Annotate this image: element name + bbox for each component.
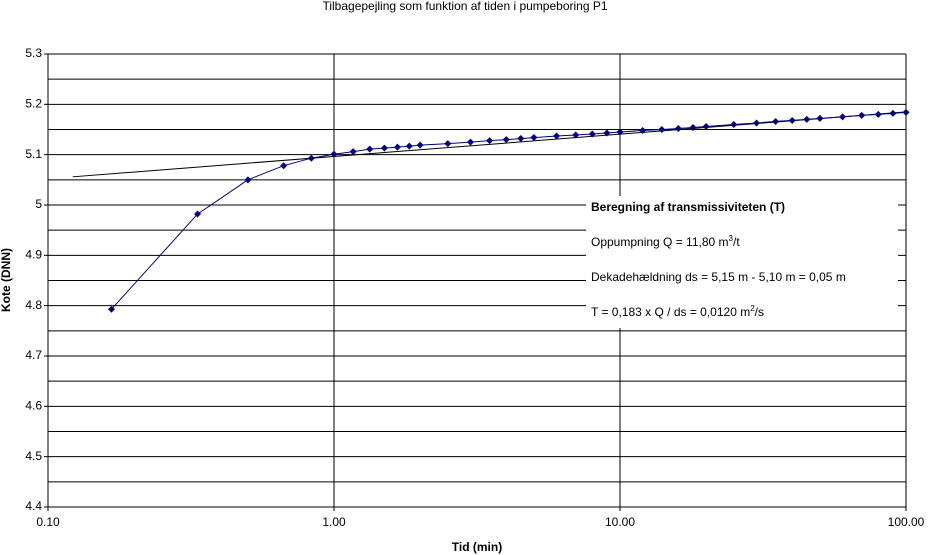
data-point (349, 148, 357, 156)
data-point (393, 143, 401, 151)
data-point (772, 117, 780, 125)
data-point (194, 210, 202, 218)
data-point (530, 134, 538, 142)
x-tick-label: 100.00 (888, 515, 925, 529)
data-point (689, 123, 697, 131)
y-tick-label: 4.7 (25, 348, 42, 362)
data-point (107, 305, 115, 313)
annotation-text: T = 0,183 x Q / ds = 0,0120 m (591, 305, 750, 319)
data-point (603, 129, 611, 137)
y-tick-label: 5.3 (25, 46, 42, 60)
data-point (658, 126, 666, 133)
data-point (752, 119, 760, 127)
x-tick-label: 0.10 (36, 515, 60, 529)
data-point (839, 113, 847, 121)
data-point (788, 116, 796, 124)
data-point (674, 124, 682, 132)
data-point (330, 150, 338, 158)
annotation-box (586, 196, 898, 328)
data-point (380, 144, 388, 152)
y-tick-label: 4.4 (25, 499, 42, 513)
data-point (572, 131, 580, 139)
data-point (702, 122, 710, 130)
annotation-text: 3 (729, 234, 734, 243)
y-tick-label: 5 (35, 197, 42, 211)
y-tick-label: 4.6 (25, 399, 42, 413)
y-tick-label: 4.9 (25, 248, 42, 262)
data-point (444, 140, 452, 148)
annotation-text: Oppumpning Q = 11,80 m (591, 235, 729, 249)
annotation-text: /s (755, 305, 764, 319)
data-point (803, 115, 811, 123)
annotation-line: Oppumpning Q = 11,80 m3/t (591, 234, 740, 250)
data-point (730, 120, 738, 128)
x-axis-label: Tid (min) (452, 540, 502, 554)
chart-title: Tilbagepejling som funktion af tiden i p… (322, 0, 607, 13)
y-tick-label: 4.5 (25, 449, 42, 463)
data-point (486, 137, 494, 145)
annotation-text: 2 (750, 304, 755, 313)
data-point (639, 127, 647, 135)
annotation-line: T = 0,183 x Q / ds = 0,0120 m2/s (591, 304, 764, 320)
annotation-text: Dekadehældning ds = 5,15 m - 5,10 m = 0,… (591, 270, 846, 284)
data-point (889, 109, 897, 117)
data-point (588, 130, 596, 138)
data-point (874, 110, 882, 118)
x-tick-label: 10.00 (605, 515, 635, 529)
y-tick-label: 4.8 (25, 298, 42, 312)
data-point (466, 138, 474, 146)
y-tick-label: 5.1 (25, 147, 42, 161)
data-point (517, 135, 525, 143)
annotation-title: Beregning af transmissiviteten (T) (591, 200, 785, 214)
y-axis-label: Kote (DNN) (0, 248, 13, 312)
data-point (244, 176, 252, 184)
data-point (502, 136, 510, 144)
annotation-text: /t (733, 235, 740, 249)
data-point (280, 162, 288, 170)
data-point (902, 108, 910, 116)
data-point (366, 145, 374, 153)
data-point (553, 132, 561, 140)
data-point (405, 142, 413, 150)
data-point (858, 111, 866, 119)
annotation-line: Dekadehældning ds = 5,15 m - 5,10 m = 0,… (591, 270, 846, 284)
data-point (307, 154, 315, 162)
data-point (416, 141, 424, 149)
data-point (816, 114, 824, 122)
data-point (616, 128, 624, 136)
x-tick-label: 1.00 (322, 515, 346, 529)
y-tick-label: 5.2 (25, 97, 42, 111)
trend-line (72, 111, 907, 178)
